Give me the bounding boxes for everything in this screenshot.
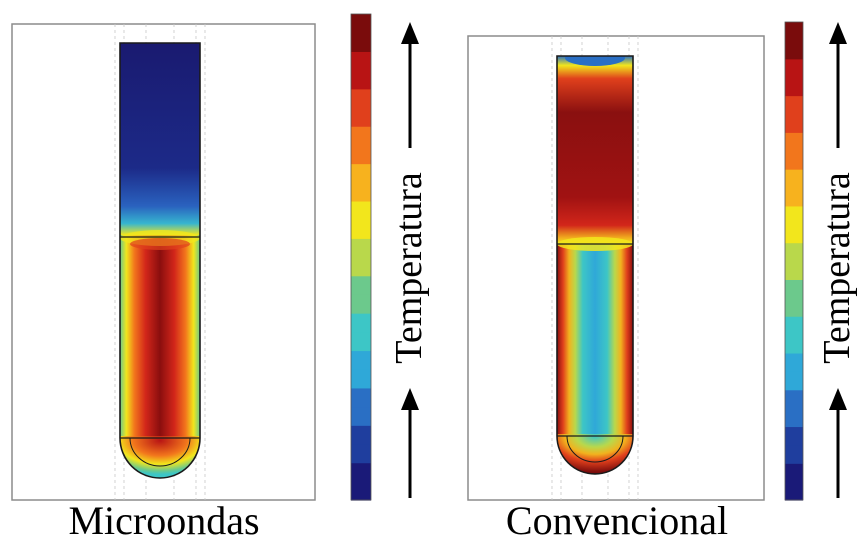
colorbar-step <box>351 163 371 183</box>
colorbar-step <box>351 425 371 445</box>
colorbar-step <box>351 313 371 333</box>
colorbar-step <box>785 187 803 207</box>
colorbar-step <box>351 107 371 127</box>
colorbar-step <box>351 144 371 165</box>
tube-conventional <box>557 56 633 474</box>
colorbar-step <box>785 481 803 501</box>
caption-conventional: Convencional <box>506 498 728 543</box>
colorbar-step <box>351 32 371 52</box>
colorbar-step <box>351 462 371 482</box>
tube-outline-microwave <box>119 42 201 479</box>
colorbar-step <box>351 443 371 464</box>
colorbar-step <box>351 182 371 202</box>
colorbar-step <box>351 88 371 109</box>
colorbar-step <box>785 95 803 115</box>
colorbar-step <box>351 331 371 352</box>
colorbar-step <box>785 77 803 97</box>
colorbar-step <box>785 371 803 391</box>
tube-microwave <box>120 43 200 478</box>
colorbar-step <box>351 387 371 408</box>
colorbar-step <box>785 242 803 262</box>
colorbar-step <box>785 40 803 60</box>
colorbar-step <box>351 14 371 34</box>
inner-contour-microwave <box>129 437 191 467</box>
colorbar-step <box>785 463 803 483</box>
colorbar-label-microwave: Temperatura <box>388 172 430 364</box>
colorbar-conventional <box>784 21 804 501</box>
colorbar-step <box>351 294 371 314</box>
colorbar-step <box>785 113 803 133</box>
colorbar-step <box>351 51 371 71</box>
colorbar-step <box>785 352 803 372</box>
colorbar-step <box>785 22 803 41</box>
inner-contour-conventional <box>566 435 624 463</box>
colorbar-step <box>785 58 803 78</box>
colorbar-step <box>351 406 371 426</box>
colorbar-step <box>785 297 803 317</box>
colorbar-step <box>785 389 803 409</box>
colorbar-step <box>785 444 803 464</box>
colorbar-step <box>351 238 371 258</box>
colorbar-step <box>785 132 803 152</box>
colorbar-step <box>785 224 803 244</box>
colorbar-step <box>351 219 371 239</box>
caption-microwave: Microondas <box>68 498 259 543</box>
colorbar-microwave <box>350 13 372 501</box>
colorbar-step <box>785 150 803 170</box>
colorbar-step <box>351 350 371 370</box>
colorbar-step <box>351 126 371 146</box>
temperature-arrow-microwave <box>401 22 419 498</box>
colorbar-step <box>351 200 371 221</box>
colorbar-step <box>785 169 803 189</box>
temperature-arrow-conventional <box>829 22 847 498</box>
colorbar-label-conventional: Temperatura <box>816 172 858 364</box>
colorbar-border <box>350 13 372 501</box>
colorbar-step <box>785 426 803 446</box>
colorbar-step <box>785 261 803 280</box>
colorbar-step <box>351 275 371 295</box>
colorbar-step <box>351 257 371 277</box>
colorbar-step <box>785 279 803 299</box>
colorbar-step <box>785 205 803 225</box>
tube-outline-conventional <box>556 55 634 475</box>
colorbar-step <box>785 408 803 428</box>
colorbar-border <box>784 21 804 501</box>
colorbar-step <box>351 481 371 501</box>
colorbar-step <box>785 316 803 336</box>
colorbar-step <box>785 334 803 354</box>
colorbar-step <box>351 70 371 90</box>
colorbar-step <box>351 369 371 389</box>
